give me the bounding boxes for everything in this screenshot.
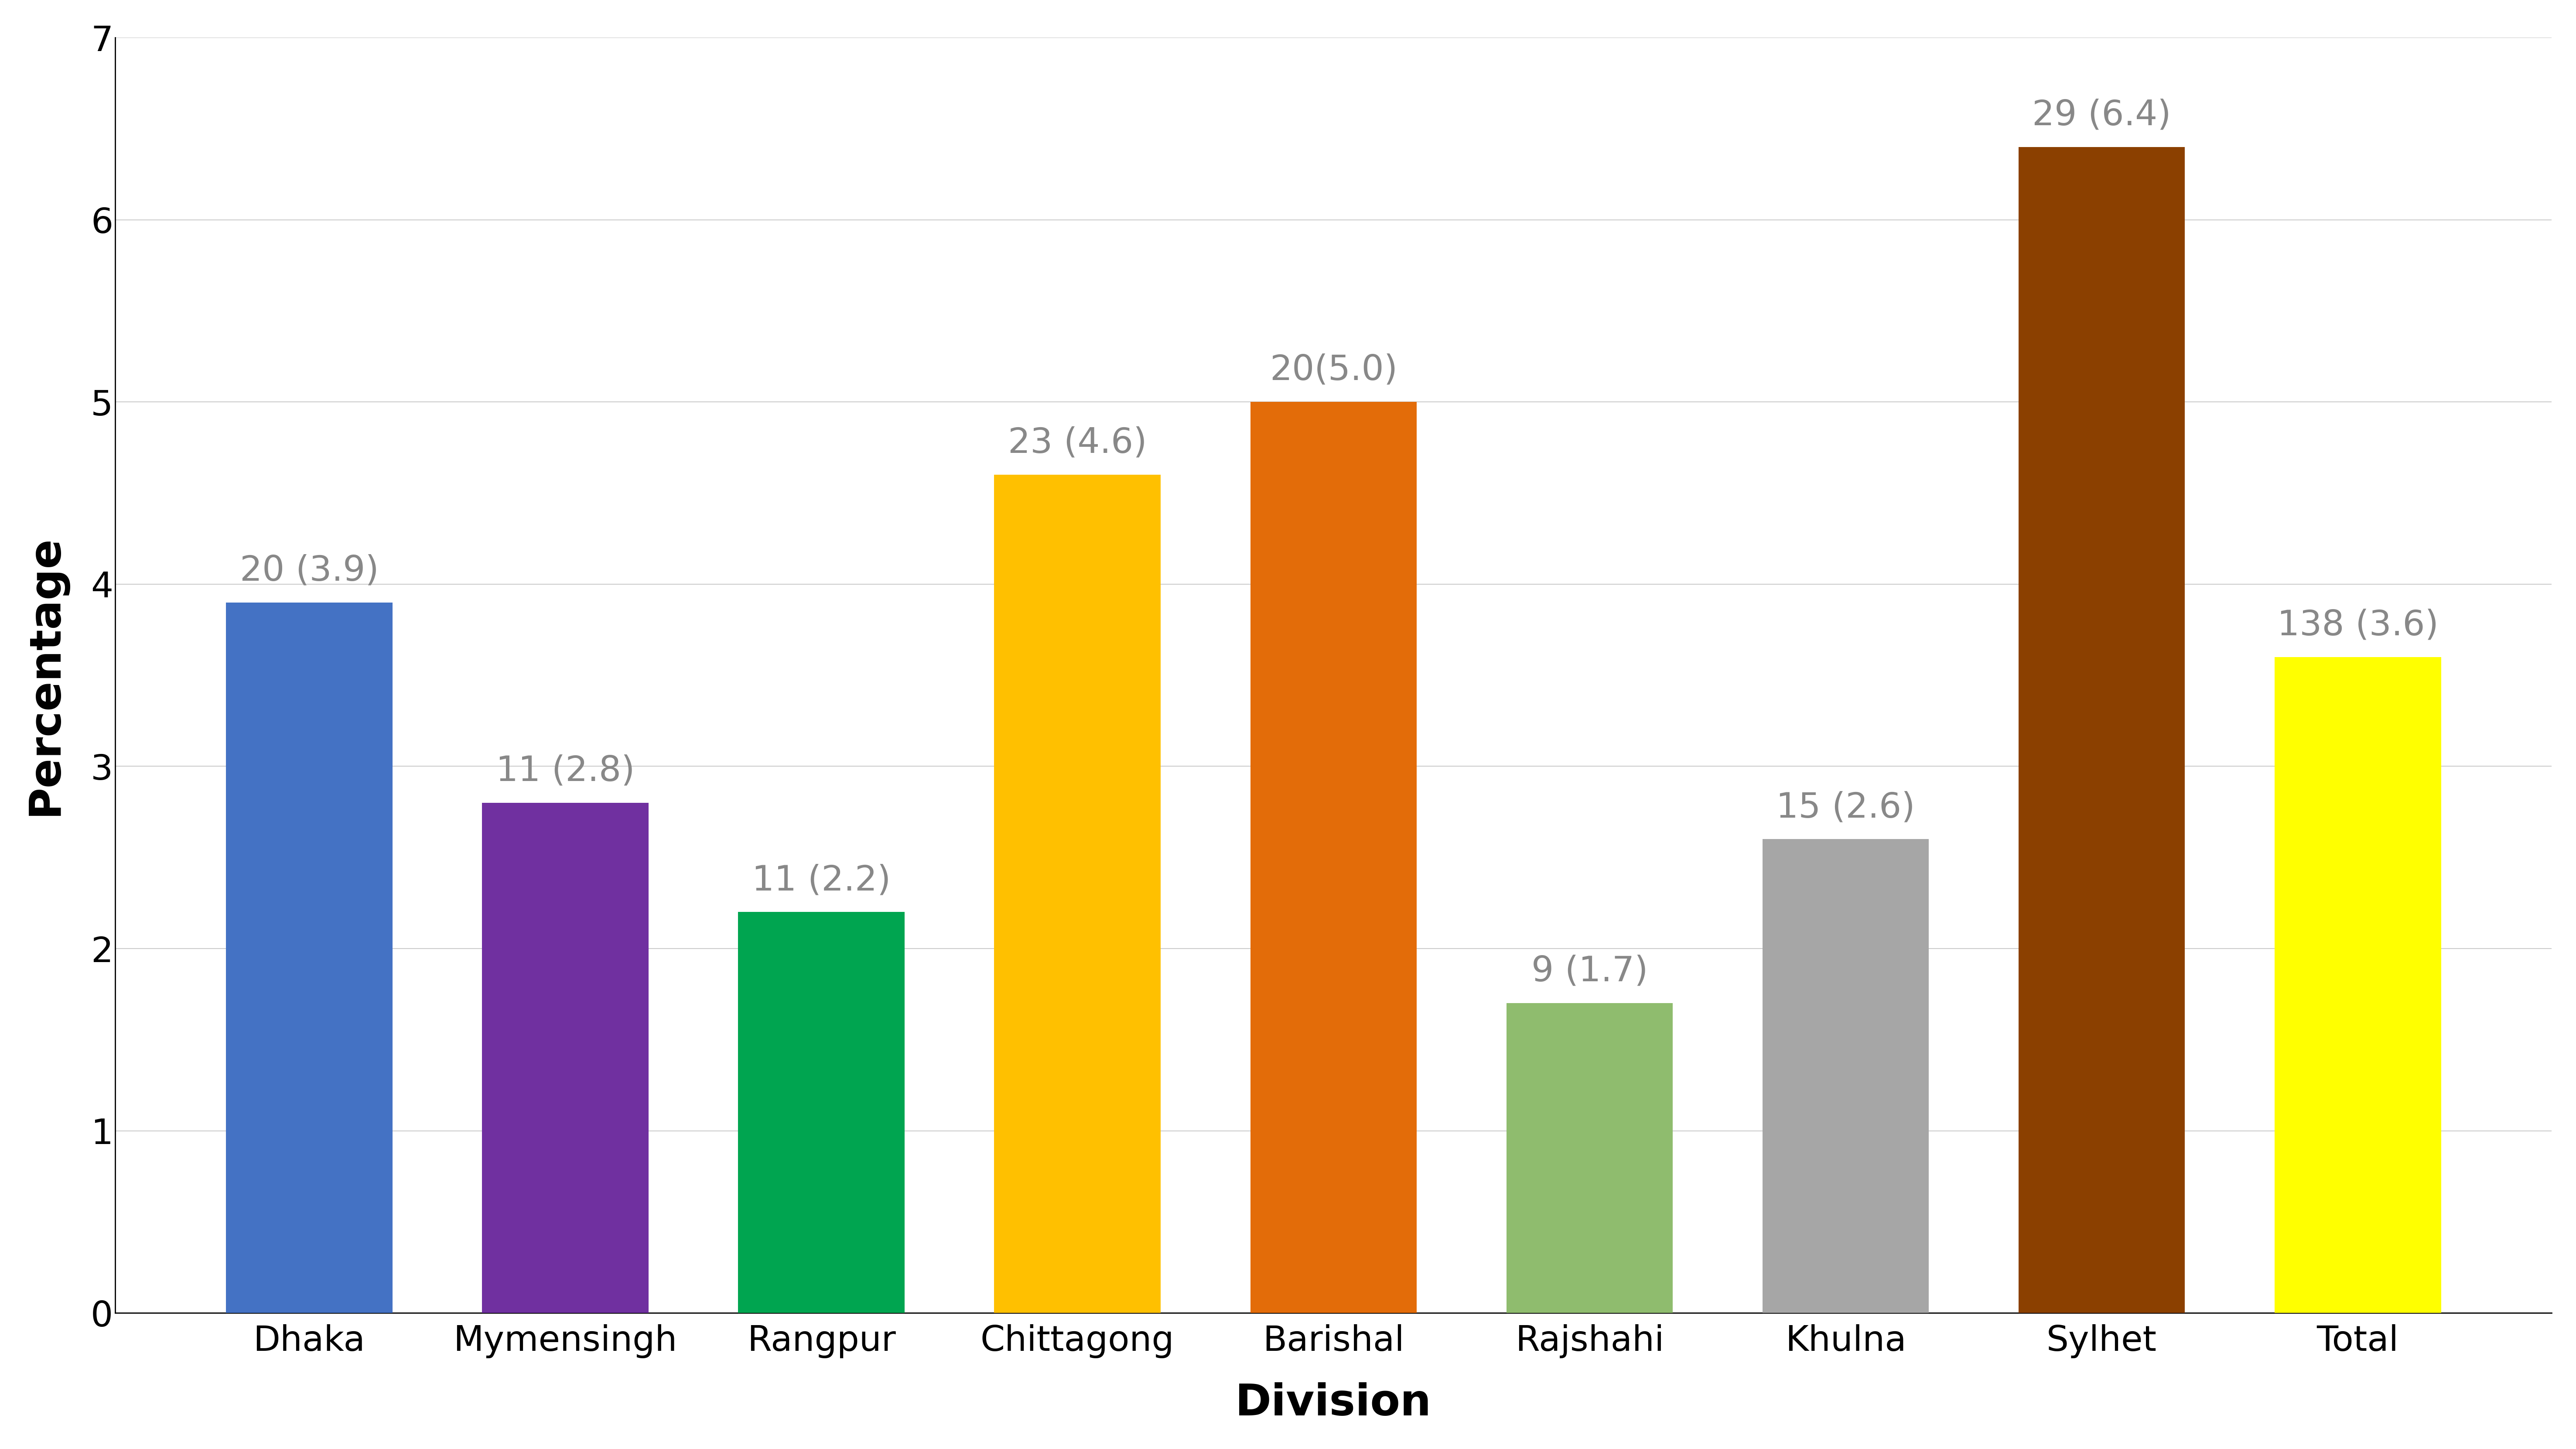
Text: 23 (4.6): 23 (4.6) xyxy=(1007,426,1146,461)
Bar xyxy=(739,911,904,1313)
Bar xyxy=(994,475,1162,1313)
Bar xyxy=(227,603,392,1313)
Text: 138 (3.6): 138 (3.6) xyxy=(2277,609,2439,642)
Text: 29 (6.4): 29 (6.4) xyxy=(2032,99,2172,132)
Y-axis label: Percentage: Percentage xyxy=(23,535,67,816)
Text: 9 (1.7): 9 (1.7) xyxy=(1530,955,1649,988)
Bar xyxy=(1507,1003,1672,1313)
Bar xyxy=(1762,839,1929,1313)
Text: 11 (2.2): 11 (2.2) xyxy=(752,864,891,897)
Bar xyxy=(1249,401,1417,1313)
X-axis label: Division: Division xyxy=(1236,1382,1432,1424)
Text: 20(5.0): 20(5.0) xyxy=(1270,354,1396,387)
Bar xyxy=(2275,656,2442,1313)
Text: 20 (3.9): 20 (3.9) xyxy=(240,554,379,588)
Bar xyxy=(2020,146,2184,1313)
Text: 11 (2.8): 11 (2.8) xyxy=(495,753,634,788)
Text: 15 (2.6): 15 (2.6) xyxy=(1777,791,1914,824)
Bar xyxy=(482,803,649,1313)
